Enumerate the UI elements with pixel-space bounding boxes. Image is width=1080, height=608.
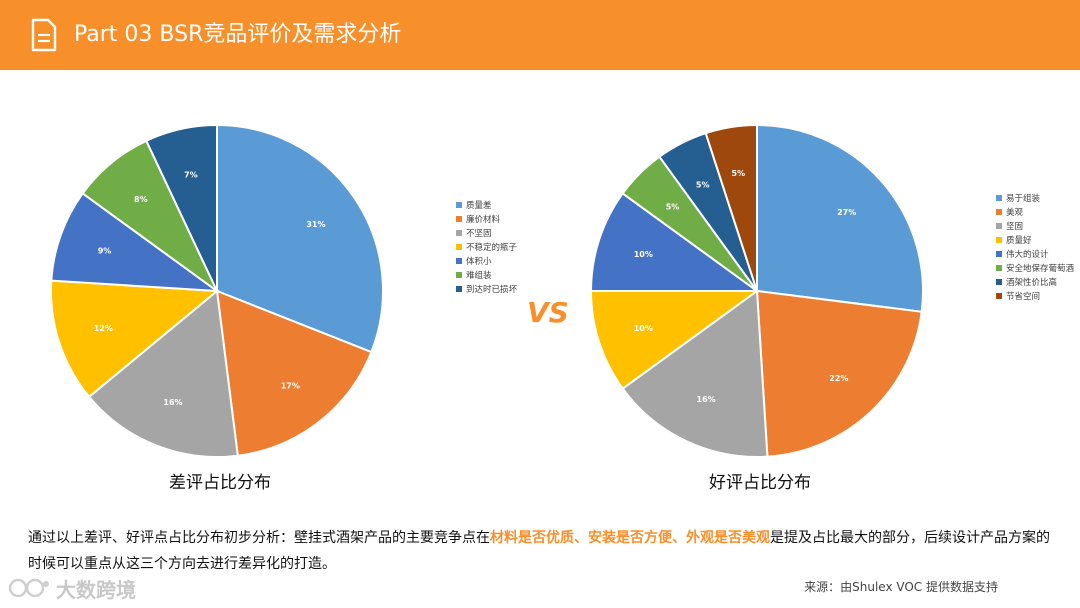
- positive-chart-title: 好评占比分布: [709, 473, 811, 493]
- positive-legend-label-0: 易于组装: [1006, 193, 1041, 204]
- summary-text-2: 是提及占比最大的部分，后续设计产品方案的时候可以重点从这三个方向去进行差异化的打…: [28, 530, 1050, 572]
- negative-slice-label-2: 16%: [163, 398, 182, 407]
- positive-slice-0: [756, 123, 924, 313]
- positive-legend-swatch-2: [996, 223, 1002, 229]
- negative-legend-label-6: 到达时已损坏: [466, 284, 518, 295]
- negative-slice-6: [144, 123, 218, 292]
- negative-legend-label-4: 体积小: [466, 256, 492, 267]
- header-bar: Part 03 BSR竞品评价及需求分析: [0, 0, 1080, 70]
- positive-slice-3: [589, 290, 761, 390]
- negative-review-chart: 31% 17% 16% 12% 9% 8% 7% 质量差廉价材料不坚固不稳定的瓶子 体积小难组装…: [20, 110, 540, 493]
- summary-text-1: 通过以上差评、好评点占比分布初步分析：壁挂式酒架产品的主要竞争点在: [28, 530, 490, 546]
- negative-chart-title: 差评占比分布: [169, 473, 271, 493]
- negative-legend-label-3: 不稳定的瓶子: [466, 242, 518, 253]
- negative-slice-1: [215, 289, 373, 457]
- negative-legend-label-1: 廉价材料: [466, 214, 501, 225]
- positive-slice-label-4: 10%: [634, 250, 653, 259]
- positive-legend-swatch-4: [996, 251, 1002, 257]
- negative-slice-4: [50, 192, 221, 293]
- negative-legend-swatch-1: [456, 216, 462, 222]
- negative-slice-label-6: 7%: [184, 170, 198, 179]
- negative-pie-svg: 31% 17% 16% 12% 9% 8% 7% 质量差廉价材料不坚固不稳定的瓶子体积小难组装…: [50, 123, 518, 458]
- positive-slice-4: [589, 192, 761, 292]
- summary-paragraph: 通过以上差评、好评点占比分布初步分析：壁挂式酒架产品的主要竞争点在材料是否优质、…: [28, 525, 1058, 577]
- positive-slice-label-0: 27%: [837, 208, 856, 217]
- source-note: 来源：由Shulex VOC 提供数据支持: [804, 580, 998, 594]
- positive-legend-swatch-7: [996, 293, 1002, 299]
- negative-legend-swatch-4: [456, 258, 462, 264]
- negative-legend-swatch-2: [456, 230, 462, 236]
- positive-legend-label-6: 酒架性价比高: [1006, 277, 1057, 288]
- positive-legend-swatch-1: [996, 209, 1002, 215]
- negative-slice-2: [87, 289, 239, 458]
- negative-legend-label-5: 难组装: [466, 270, 492, 281]
- positive-legend-label-7: 节省空间: [1006, 291, 1040, 302]
- watermark: 大数跨境: [8, 574, 136, 602]
- positive-slice-1: [755, 289, 923, 458]
- page-title: Part 03 BSR竞品评价及需求分析: [74, 22, 402, 47]
- summary-highlight: 材料是否优质、安装是否方便、外观是否美观: [490, 530, 770, 546]
- positive-legend-label-5: 安全地保存葡萄酒: [1006, 263, 1075, 274]
- positive-legend-label-4: 伟大的设计: [1006, 249, 1049, 260]
- positive-legend-label-3: 质量好: [1006, 235, 1032, 246]
- positive-legend-swatch-3: [996, 237, 1002, 243]
- positive-slice-label-1: 22%: [829, 374, 848, 383]
- negative-slice-label-3: 12%: [94, 324, 113, 333]
- positive-slice-2: [621, 289, 769, 458]
- positive-slice-label-2: 16%: [697, 395, 716, 404]
- document-icon: [31, 18, 57, 52]
- negative-legend-label-0: 质量差: [466, 200, 492, 211]
- negative-legend-swatch-6: [456, 286, 462, 292]
- negative-slice-label-1: 17%: [281, 381, 300, 390]
- positive-legend-label-1: 美观: [1006, 207, 1024, 218]
- positive-legend-swatch-5: [996, 265, 1002, 271]
- positive-legend-label-2: 坚固: [1006, 222, 1023, 232]
- positive-slice-label-5: 5%: [666, 203, 680, 212]
- watermark-text: 大数跨境: [56, 577, 136, 602]
- positive-slice-7: [704, 123, 758, 292]
- watermark-logo-icon: [8, 578, 49, 598]
- negative-legend-swatch-3: [456, 244, 462, 250]
- positive-slice-label-6: 5%: [696, 181, 710, 190]
- negative-legend-label-2: 不坚固: [466, 229, 492, 239]
- negative-legend-swatch-5: [456, 272, 462, 278]
- vs-label: VS: [527, 296, 569, 329]
- positive-pie-svg: 27% 22% 16% 10% 10% 5% 5% 5% 易于组装美观坚固质量好伟大的设计安全地…: [589, 123, 1075, 458]
- positive-slice-label-7: 5%: [732, 169, 746, 178]
- negative-slice-label-0: 31%: [306, 220, 325, 229]
- negative-slice-3: [50, 279, 220, 399]
- positive-review-chart: 27% 22% 16% 10% 10% 5% 5% 5% 易于组装美观坚固质量好伟大的设计安全地…: [560, 110, 1080, 493]
- negative-legend-swatch-0: [456, 202, 462, 208]
- positive-slice-label-3: 10%: [634, 324, 653, 333]
- negative-slice-0: [216, 123, 384, 354]
- negative-slice-label-4: 9%: [98, 247, 112, 256]
- positive-legend-swatch-6: [996, 279, 1002, 285]
- positive-legend-swatch-0: [996, 195, 1002, 201]
- negative-slice-label-5: 8%: [134, 195, 148, 204]
